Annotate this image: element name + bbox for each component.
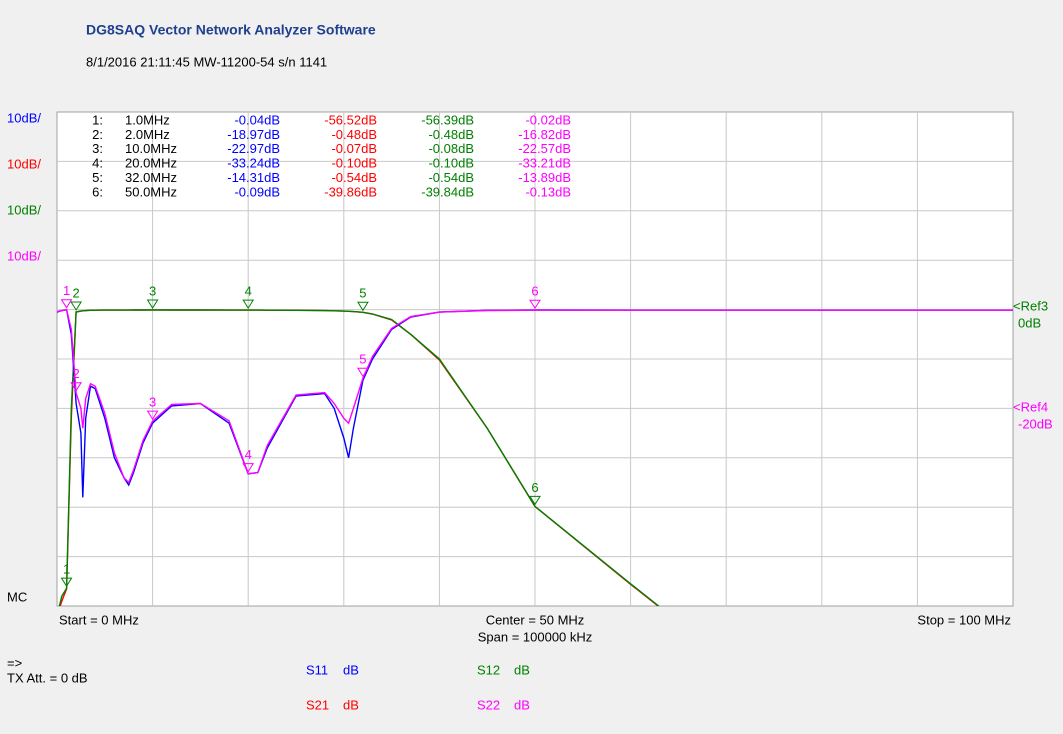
marker-reading: -0.02dB bbox=[525, 112, 571, 127]
marker-reading: -0.54dB bbox=[428, 170, 474, 185]
axis-span: Span = 100000 kHz bbox=[478, 629, 593, 644]
axis-stop: Stop = 100 MHz bbox=[917, 612, 1011, 627]
marker-triangle bbox=[242, 463, 255, 473]
marker-triangle bbox=[357, 301, 369, 312]
axis-center: Center = 50 MHz bbox=[486, 612, 585, 627]
legend-unit: dB bbox=[514, 662, 530, 677]
marker-reading: -14.31dB bbox=[227, 170, 280, 185]
marker-freq: 20.0MHz bbox=[125, 156, 177, 171]
marker-reading: -22.97dB bbox=[227, 141, 280, 156]
marker-freq: 1.0MHz bbox=[125, 112, 170, 127]
axis-start: Start = 0 MHz bbox=[59, 612, 139, 627]
marker-tag: 5 bbox=[359, 352, 366, 367]
mc-label: MC bbox=[7, 589, 27, 604]
ref-label: <Ref3 bbox=[1013, 298, 1048, 313]
traces bbox=[57, 308, 1013, 606]
marker-tag: 3 bbox=[149, 395, 156, 410]
marker-reading: -0.54dB bbox=[331, 170, 377, 185]
marker-reading: -0.48dB bbox=[428, 127, 474, 142]
scale-label: 10dB/ bbox=[7, 110, 41, 125]
app-title: DG8SAQ Vector Network Analyzer Software bbox=[86, 22, 376, 38]
marker-reading: -0.04dB bbox=[234, 112, 280, 127]
marker-id: 1: bbox=[92, 112, 103, 127]
marker-id: 3: bbox=[92, 141, 103, 156]
marker-reading: -33.21dB bbox=[518, 156, 571, 171]
marker-triangle bbox=[529, 495, 541, 506]
marker-freq: 32.0MHz bbox=[125, 170, 177, 185]
marker-reading: -56.39dB bbox=[421, 112, 474, 127]
marker-triangle bbox=[529, 299, 541, 310]
marker-id: 6: bbox=[92, 184, 103, 199]
marker-triangle bbox=[146, 410, 159, 421]
marker-tag: 6 bbox=[531, 284, 538, 299]
marker-triangle bbox=[60, 299, 73, 309]
marker-freq: 50.0MHz bbox=[125, 184, 177, 199]
marker-tag: 1 bbox=[63, 562, 70, 577]
marker-reading: -18.97dB bbox=[227, 127, 280, 142]
marker-reading: -16.82dB bbox=[518, 127, 571, 142]
marker-triangle bbox=[242, 299, 255, 310]
marker-reading: -0.09dB bbox=[234, 184, 280, 199]
legend-unit: dB bbox=[343, 662, 359, 677]
marker-tag: 4 bbox=[245, 447, 252, 462]
legend-name: S22 bbox=[477, 697, 500, 712]
marker-tag: 2 bbox=[73, 366, 80, 381]
marker-reading: -0.10dB bbox=[331, 156, 377, 171]
scale-label: 10dB/ bbox=[7, 248, 41, 263]
marker-reading: -0.07dB bbox=[331, 141, 377, 156]
ref-value: -20dB bbox=[1018, 416, 1053, 431]
marker-reading: -22.57dB bbox=[518, 141, 571, 156]
marker-id: 5: bbox=[92, 170, 103, 185]
legend-name: S11 bbox=[306, 662, 328, 677]
trace bbox=[58, 309, 660, 606]
footer-arrow: => bbox=[7, 655, 22, 670]
marker-tag: 1 bbox=[63, 283, 70, 298]
marker-reading: -39.86dB bbox=[324, 184, 377, 199]
scale-label: 10dB/ bbox=[7, 156, 41, 171]
trace bbox=[57, 308, 1013, 484]
marker-triangle bbox=[70, 301, 83, 311]
scale-label: 10dB/ bbox=[7, 202, 41, 217]
marker-triangle bbox=[146, 299, 159, 309]
marker-freq: 10.0MHz bbox=[125, 141, 177, 156]
marker-reading: -0.13dB bbox=[525, 184, 571, 199]
legend-name: S12 bbox=[477, 662, 500, 677]
ref-label: <Ref4 bbox=[1013, 399, 1048, 414]
marker-tag: 2 bbox=[73, 285, 80, 300]
marker-triangle bbox=[60, 577, 73, 588]
ref-value: 0dB bbox=[1018, 315, 1041, 330]
marker-freq: 2.0MHz bbox=[125, 127, 170, 142]
marker-tag: 6 bbox=[531, 480, 538, 495]
tx-att: TX Att. = 0 dB bbox=[7, 670, 88, 685]
marker-id: 4: bbox=[92, 156, 103, 171]
marker-tag: 5 bbox=[359, 286, 366, 301]
marker-reading: -13.89dB bbox=[518, 170, 571, 185]
marker-tag: 4 bbox=[245, 284, 252, 299]
legend-unit: dB bbox=[343, 697, 359, 712]
marker-reading: -0.10dB bbox=[428, 156, 474, 171]
marker-reading: -0.08dB bbox=[428, 141, 474, 156]
legend-unit: dB bbox=[514, 697, 530, 712]
marker-triangle bbox=[70, 382, 83, 392]
subtitle: 8/1/2016 21:11:45 MW-11200-54 s/n 1141 bbox=[86, 54, 327, 69]
marker-reading: -0.48dB bbox=[331, 127, 377, 142]
marker-reading: -56.52dB bbox=[324, 112, 377, 127]
marker-reading: -33.24dB bbox=[227, 156, 280, 171]
legend-name: S21 bbox=[306, 697, 329, 712]
marker-reading: -39.84dB bbox=[421, 184, 474, 199]
marker-tag: 3 bbox=[149, 283, 156, 298]
marker-triangle bbox=[357, 367, 369, 378]
marker-id: 2: bbox=[92, 127, 103, 142]
